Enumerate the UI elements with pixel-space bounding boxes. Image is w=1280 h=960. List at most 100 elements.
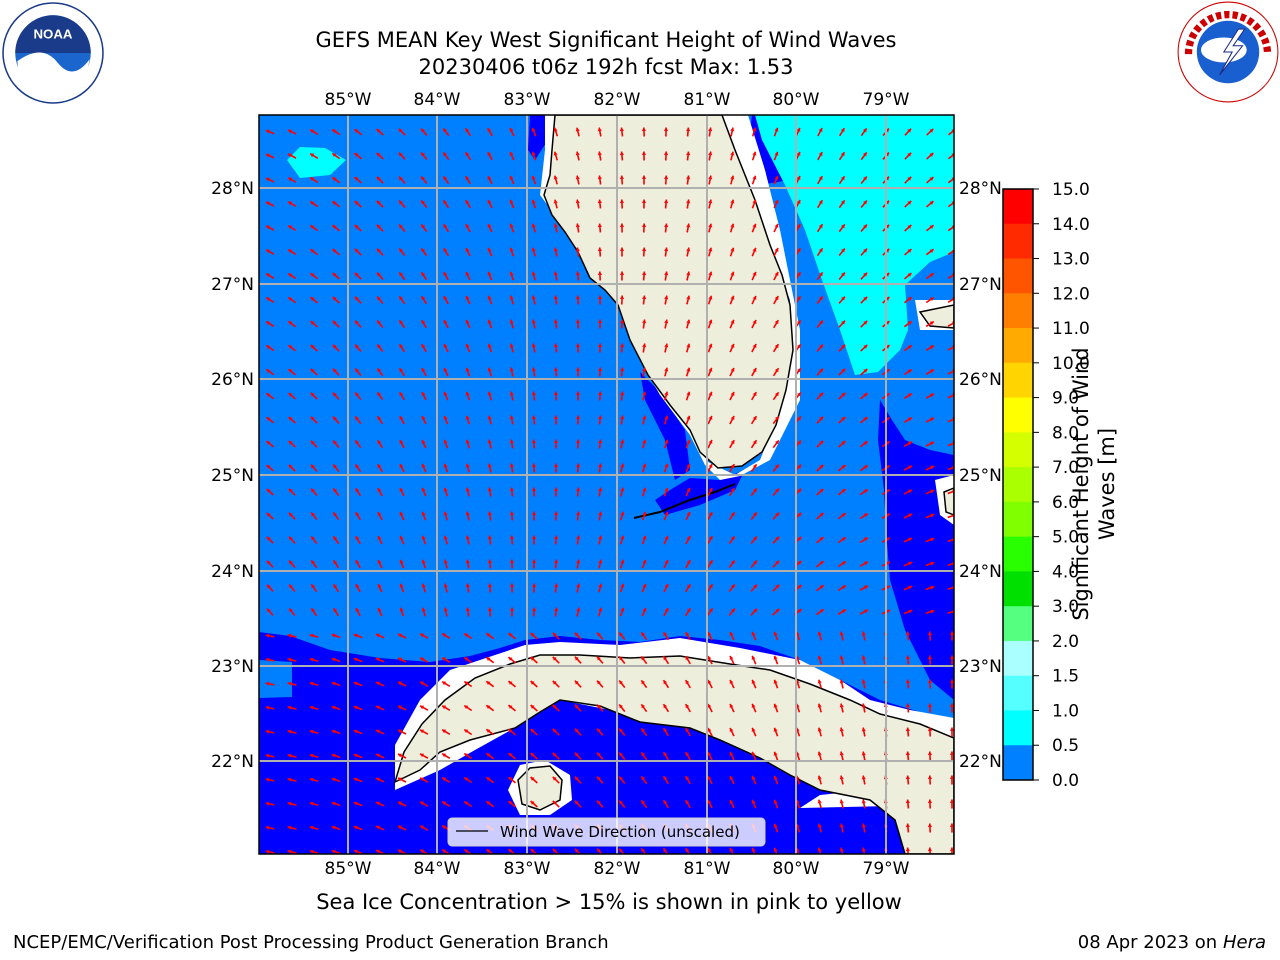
wave-arrow [508, 632, 516, 640]
wave-arrow [465, 247, 471, 257]
wave-arrow [861, 655, 866, 665]
wave-arrow [398, 176, 406, 184]
wave-arrow [859, 440, 869, 448]
wave-arrow [441, 632, 451, 640]
wave-arrow [905, 655, 910, 665]
wave-arrow [353, 681, 363, 687]
wave-arrow [685, 415, 691, 425]
wave-arrow [861, 847, 866, 854]
wave-arrow [664, 367, 669, 377]
wave-arrow [331, 753, 341, 759]
wave-arrow [309, 825, 319, 831]
wave-arrow [309, 633, 319, 639]
wave-arrow [419, 801, 429, 807]
wave-arrow [332, 248, 340, 256]
wave-arrow [773, 655, 779, 665]
wave-arrow [463, 800, 473, 808]
wave-arrow [575, 415, 581, 425]
colorbar-segment [1003, 362, 1033, 399]
wave-arrow [531, 511, 537, 521]
wave-arrow [619, 127, 624, 137]
wave-arrow [773, 679, 779, 689]
wave-arrow [353, 801, 363, 807]
wave-arrow [597, 247, 602, 257]
wave-arrow [465, 535, 470, 545]
wave-arrow [397, 753, 407, 759]
wave-arrow [331, 825, 341, 831]
wave-arrow [925, 609, 935, 615]
wave-arrow [553, 511, 559, 521]
wave-arrow [464, 127, 472, 137]
wave-arrow [837, 536, 847, 544]
wave-arrow [332, 368, 340, 376]
wave-arrow [375, 705, 385, 711]
wave-arrow [620, 415, 625, 425]
wave-arrow [509, 391, 514, 401]
wave-arrow [531, 175, 537, 185]
wave-arrow [926, 152, 934, 160]
wave-arrow [465, 463, 470, 473]
wave-arrow [487, 295, 493, 305]
wave-arrow [443, 295, 449, 305]
wave-arrow [399, 463, 405, 473]
wave-arrow [662, 655, 670, 665]
wave-band-notch [259, 660, 292, 698]
wave-arrow [465, 607, 470, 617]
wave-arrow [751, 631, 757, 641]
wave-arrow [332, 272, 340, 280]
wave-arrow [353, 705, 363, 711]
wave-arrow [332, 559, 340, 569]
wave-arrow [662, 703, 670, 713]
map-legend-box [447, 817, 766, 847]
sea-ice-note: Sea Ice Concentration > 15% is shown in … [316, 890, 902, 914]
wave-arrow [663, 487, 669, 497]
wave-arrow [398, 343, 406, 353]
wave-arrow [927, 823, 933, 833]
colorbar-tick-label: 4.0 [1052, 562, 1079, 582]
wave-arrow [354, 272, 362, 280]
wave-arrow [509, 367, 514, 377]
wave-arrow [265, 225, 275, 231]
wave-arrow [287, 657, 297, 662]
wave-arrow [310, 607, 318, 617]
wave-arrow [309, 657, 319, 663]
wave-arrow [553, 487, 559, 497]
wave-arrow [903, 296, 913, 304]
wave-arrow [641, 511, 647, 521]
wave-arrow [861, 727, 866, 737]
wave-arrow [686, 127, 691, 137]
wave-arrow [751, 391, 757, 401]
lon-label-top: 82°W [594, 90, 641, 110]
wave-arrow [465, 559, 470, 569]
wave-arrow [441, 800, 451, 808]
wave-arrow [397, 633, 407, 639]
wave-arrow [620, 319, 625, 329]
wave-arrow [839, 655, 844, 665]
wave-arrow [531, 223, 537, 233]
wave-arrow [949, 631, 954, 641]
wave-arrow [531, 487, 537, 497]
wave-arrow [839, 751, 844, 761]
wave-arrow [332, 416, 340, 424]
lat-label-left: 22°N [211, 752, 254, 772]
wave-arrow [553, 295, 558, 305]
wave-arrow [750, 439, 758, 449]
wave-arrow [463, 752, 473, 760]
wave-arrow [664, 199, 669, 209]
wave-arrow [465, 319, 471, 329]
lon-label-top: 80°W [773, 90, 820, 110]
wave-arrow [859, 536, 869, 544]
wave-arrow [530, 752, 538, 760]
colorbar-segment [1003, 467, 1033, 503]
wave-arrow [398, 200, 406, 208]
wave-arrow [465, 583, 470, 593]
wave-arrow [598, 559, 603, 569]
wave-arrow [925, 344, 935, 352]
wave-arrow [598, 439, 603, 449]
wave-arrow [574, 704, 582, 712]
wave-arrow [399, 559, 405, 569]
wave-arrow [552, 728, 560, 736]
wave-arrow [663, 583, 669, 593]
wave-arrow [399, 607, 405, 617]
wave-arrow [552, 632, 560, 640]
